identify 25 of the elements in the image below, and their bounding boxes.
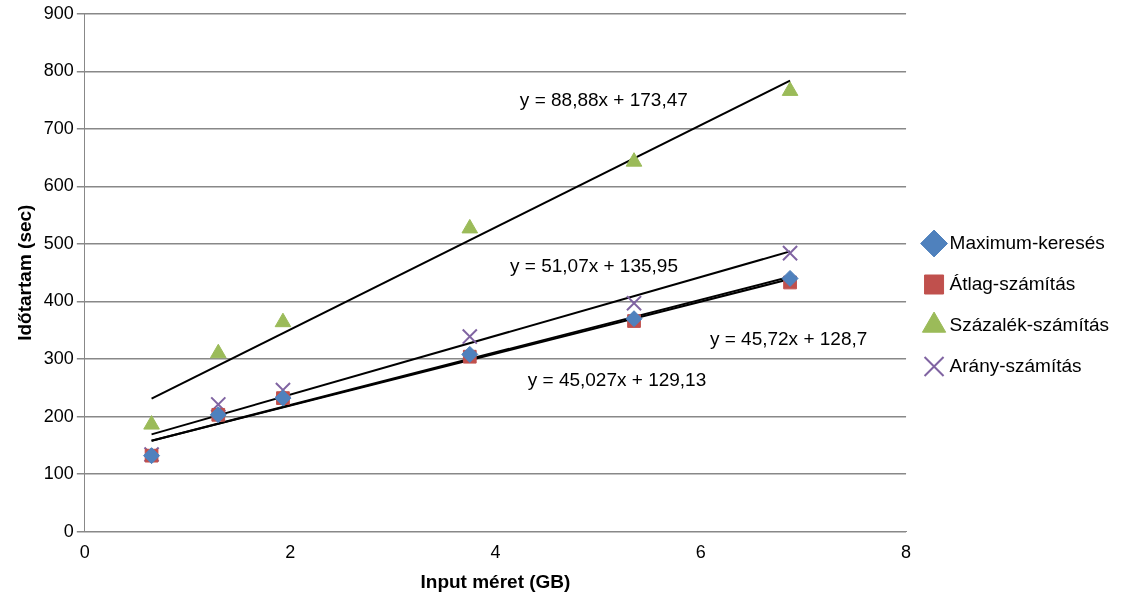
y-tick-label: 600: [43, 175, 74, 196]
y-tick-label: 300: [43, 347, 74, 368]
y-tick-label: 700: [43, 117, 74, 138]
y-tick-label: 0: [63, 520, 74, 541]
annotation: y = 45,027x + 129,13: [527, 368, 707, 390]
x-axis-title: Input méret (GB): [420, 570, 571, 592]
y-tick-label: 800: [43, 60, 74, 81]
y-tick-label: 200: [43, 405, 74, 426]
x-tick-label: 4: [490, 542, 501, 563]
y-axis-title: Időtartam (sec): [13, 204, 35, 341]
legend-label: Maximum-keresés: [949, 231, 1105, 253]
y-tick-label: 100: [43, 463, 74, 484]
x-tick-label: 8: [901, 542, 912, 563]
x-tick-label: 6: [695, 542, 706, 563]
annotation: y = 45,72x + 128,7: [709, 328, 868, 350]
annotation: y = 51,07x + 135,95: [510, 255, 678, 277]
y-tick-label: 400: [43, 290, 74, 311]
legend-label: Átlag-számítás: [949, 272, 1076, 294]
x-tick-label: 0: [79, 542, 90, 563]
annotation: y = 88,88x + 173,47: [519, 88, 688, 110]
legend-label: Arány-számítás: [949, 354, 1082, 376]
legend-label: Százalék-számítás: [949, 313, 1110, 335]
y-tick-label: 900: [43, 2, 74, 23]
y-tick-label: 500: [43, 232, 74, 253]
x-tick-label: 2: [285, 542, 296, 563]
